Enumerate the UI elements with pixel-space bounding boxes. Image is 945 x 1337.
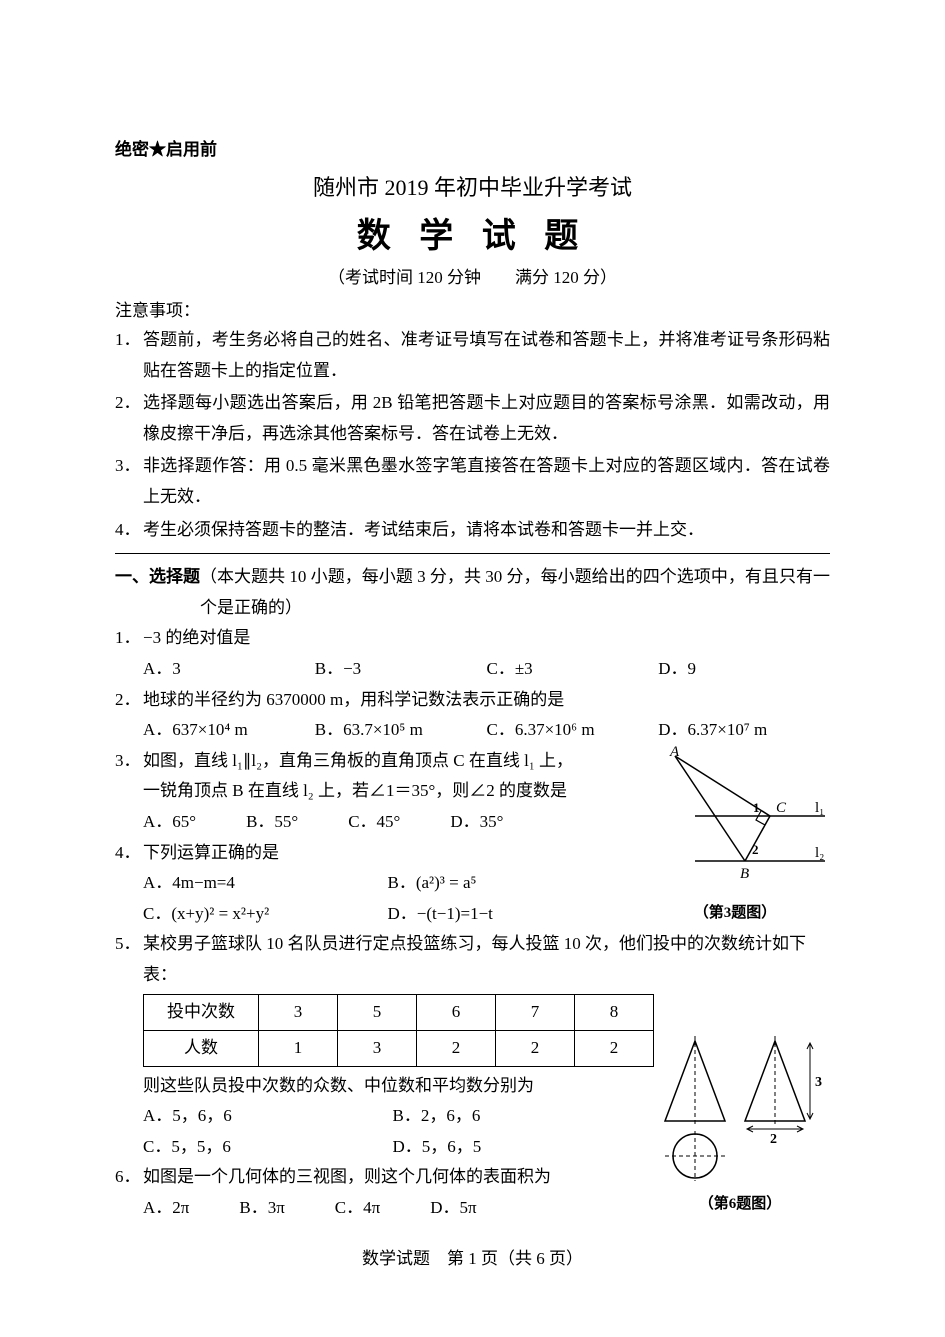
q-text: 下列运算正确的是 [143,838,632,869]
option-d: D．−(t−1)=1−t [388,899,633,930]
notice-text: 非选择题作答：用 0.5 毫米黑色墨水签字笔直接答在答题卡上对应的答题区域内．答… [143,451,830,512]
option-b: B．55° [246,807,298,838]
figure-q6: 3 2 （第6题图） [650,1031,830,1219]
table-header: 人数 [144,1031,259,1067]
notice-num: 4． [115,515,143,546]
option-b: B．(a²)³ = a⁵ [388,868,633,899]
triangle-diagram-icon: A B C l₁ l₂ 1 2 [640,746,830,896]
option-c: C．5，5，6 [143,1132,393,1163]
option-a: A．5，6，6 [143,1101,393,1132]
q-text: −3 的绝对值是 [143,623,830,654]
svg-text:C: C [776,800,787,816]
figure-q6-label: （第6题图） [650,1191,830,1218]
svg-text:B: B [740,866,749,882]
option-c: C．(x+y)² = x²+y² [143,899,388,930]
notice-heading: 注意事项： [115,296,830,321]
option-b: B．63.7×10⁵ m [315,715,487,746]
option-d: D．6.37×10⁷ m [658,715,830,746]
notice-item: 1． 答题前，考生务必将自己的姓名、准考证号填写在试卷和答题卡上，并将准考证号条… [115,325,830,386]
table-cell: 5 [338,995,417,1031]
q-text-line1: 如图，直线 l₁∥l₂，直角三角板的直角顶点 C 在直线 l₁ 上， [143,746,632,777]
secret-label: 绝密★启用前 [115,135,830,160]
svg-text:l₁: l₁ [815,800,824,816]
option-a: A．3 [143,654,315,685]
q-num: 6． [115,1162,143,1193]
exam-location-year: 随州市 2019 年初中毕业升学考试 [115,170,830,202]
option-a: A．4m−m=4 [143,868,388,899]
table-cell: 3 [338,1031,417,1067]
svg-text:3: 3 [815,1075,822,1090]
divider [115,553,830,554]
notice-text: 答题前，考生务必将自己的姓名、准考证号填写在试卷和答题卡上，并将准考证号条形码粘… [143,325,830,386]
notice-num: 1． [115,325,143,386]
table-cell: 2 [496,1031,575,1067]
notice-num: 3． [115,451,143,512]
q-num: 1． [115,623,143,654]
section-1-desc: （本大题共 10 小题，每小题 3 分，共 30 分，每小题给出的四个选项中，有… [200,562,830,623]
svg-text:1: 1 [753,800,760,815]
table-cell: 8 [575,995,654,1031]
notice-num: 2． [115,388,143,449]
option-c: C．4π [335,1193,380,1224]
table-cell: 3 [259,995,338,1031]
notice-text: 选择题每小题选出答案后，用 2B 铅笔把答题卡上对应题目的答案标号涂黑．如需改动… [143,388,830,449]
option-b: B．2，6，6 [393,1101,643,1132]
svg-text:2: 2 [752,842,759,857]
option-a: A．637×10⁴ m [143,715,315,746]
figure-q3: A B C l₁ l₂ 1 2 （第3题图） [640,746,830,922]
svg-text:2: 2 [770,1132,777,1147]
option-d: D．5π [430,1193,476,1224]
svg-text:l₂: l₂ [815,845,824,861]
table-cell: 6 [417,995,496,1031]
question-1: 1． −3 的绝对值是 A．3 B．−3 C．±3 D．9 [115,623,830,684]
q5-table: 投中次数 3 5 6 7 8 人数 1 3 2 2 2 [143,994,654,1066]
option-d: D．35° [450,807,503,838]
notice-list: 1． 答题前，考生务必将自己的姓名、准考证号填写在试卷和答题卡上，并将准考证号条… [115,325,830,545]
exam-time-score: （考试时间 120 分钟 满分 120 分） [115,263,830,288]
table-cell: 7 [496,995,575,1031]
q-text: 如图是一个几何体的三视图，则这个几何体的表面积为 [143,1162,642,1193]
section-1-heading: 一、选择题 （本大题共 10 小题，每小题 3 分，共 30 分，每小题给出的四… [115,562,830,623]
three-view-diagram-icon: 3 2 [650,1031,830,1181]
table-cell: 2 [417,1031,496,1067]
section-1-label: 一、选择题 [115,567,200,586]
exam-subject: 数 学 试 题 [115,208,830,257]
q-num: 4． [115,838,143,869]
table-cell: 2 [575,1031,654,1067]
option-d: D．9 [658,654,830,685]
option-b: B．3π [239,1193,284,1224]
notice-text: 考生必须保持答题卡的整洁．考试结束后，请将本试卷和答题卡一并上交． [143,515,830,546]
page-footer: 数学试题 第 1 页（共 6 页） [115,1244,830,1269]
option-a: A．2π [143,1193,189,1224]
question-5: 5． 某校男子篮球队 10 名队员进行定点投篮练习，每人投篮 10 次，他们投中… [115,929,830,1162]
svg-text:A: A [669,746,680,760]
notice-item: 4． 考生必须保持答题卡的整洁．考试结束后，请将本试卷和答题卡一并上交． [115,515,830,546]
table-cell: 1 [259,1031,338,1067]
notice-item: 2． 选择题每小题选出答案后，用 2B 铅笔把答题卡上对应题目的答案标号涂黑．如… [115,388,830,449]
option-a: A．65° [143,807,196,838]
q-text: 地球的半径约为 6370000 m，用科学记数法表示正确的是 [143,685,830,716]
question-2: 2． 地球的半径约为 6370000 m，用科学记数法表示正确的是 A．637×… [115,685,830,746]
q-num: 2． [115,685,143,716]
figure-q3-label: （第3题图） [640,901,830,922]
q-num: 5． [115,929,143,990]
q-num: 3． [115,746,143,777]
notice-item: 3． 非选择题作答：用 0.5 毫米黑色墨水签字笔直接答在答题卡上对应的答题区域… [115,451,830,512]
option-c: C．±3 [487,654,659,685]
option-c: C．6.37×10⁶ m [487,715,659,746]
option-b: B．−3 [315,654,487,685]
q-text: 某校男子篮球队 10 名队员进行定点投篮练习，每人投篮 10 次，他们投中的次数… [143,929,830,990]
option-c: C．45° [348,807,400,838]
option-d: D．5，6，5 [393,1132,643,1163]
table-header: 投中次数 [144,995,259,1031]
